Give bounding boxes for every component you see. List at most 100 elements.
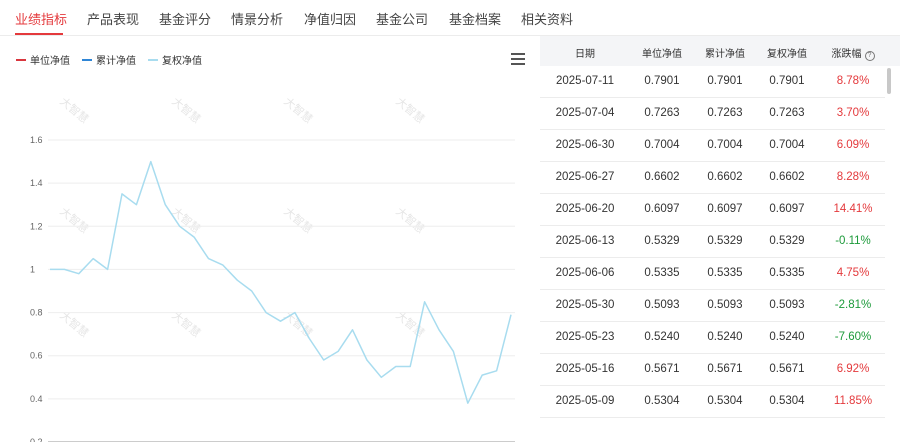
cell-chg: -7.60% — [834, 331, 872, 343]
legend-label: 复权净值 — [162, 56, 202, 67]
table-row[interactable]: 2025-05-30 0.5093 0.5093 0.5093 -2.81% — [540, 290, 885, 322]
nav-line-chart: 0.20.40.60.811.21.41.620234月7月10月20244月7… — [30, 135, 515, 442]
nav-table: 日期 单位净值 累计净值 复权净值 涨跌幅? 2025-07-11 0.7901 0… — [540, 36, 900, 445]
chart-legend: 单位净值 累计净值 复权净值 — [16, 52, 202, 67]
cell-acc: 0.7263 — [707, 107, 743, 119]
cell-chg: 3.70% — [836, 107, 870, 119]
cell-adj: 0.6602 — [769, 171, 805, 183]
header-change-label: 涨跌幅 — [831, 49, 862, 60]
cell-acc: 0.5240 — [707, 331, 743, 343]
tab-documents[interactable]: 相关资料 — [521, 12, 574, 27]
cell-nav: 0.5671 — [644, 363, 680, 375]
legend-swatch — [148, 58, 158, 61]
table-row[interactable]: 2025-06-13 0.5329 0.5329 0.5329 -0.11% — [540, 226, 885, 258]
cell-acc: 0.7004 — [707, 139, 743, 151]
cell-nav: 0.5329 — [644, 235, 680, 247]
chart-panel: 单位净值 累计净值 复权净值 大智慧 大智慧 大智慧 大智慧 大智慧 大智慧 大… — [0, 36, 540, 445]
cell-chg: 14.41% — [833, 203, 873, 215]
cell-date: 2025-06-30 — [555, 139, 615, 151]
cell-date: 2025-06-13 — [555, 235, 615, 247]
legend-item-accumulated-nav[interactable]: 累计净值 — [82, 52, 136, 67]
series-line[interactable] — [50, 160, 512, 404]
legend-item-unit-nav[interactable]: 单位净值 — [16, 52, 70, 67]
table-row[interactable]: 2025-05-23 0.5240 0.5240 0.5240 -7.60% — [540, 322, 885, 354]
cell-date: 2025-05-16 — [555, 363, 615, 375]
cell-acc: 0.6097 — [707, 203, 743, 215]
tab-rating[interactable]: 基金评分 — [159, 12, 212, 27]
cell-acc: 0.5671 — [707, 363, 743, 375]
cell-chg: -2.81% — [834, 299, 872, 311]
table-row[interactable]: 2025-06-20 0.6097 0.6097 0.6097 14.41% — [540, 194, 885, 226]
header-acc-nav: 累计净值 — [705, 49, 745, 60]
cell-nav: 0.5093 — [644, 299, 680, 311]
cell-adj: 0.5671 — [769, 363, 805, 375]
cell-adj: 0.5240 — [769, 331, 805, 343]
cell-chg: -0.11% — [835, 235, 871, 247]
cell-chg: 8.28% — [836, 171, 870, 183]
cell-date: 2025-07-04 — [555, 107, 615, 119]
hamburger-menu-icon[interactable] — [511, 53, 525, 65]
cell-nav: 0.7901 — [644, 75, 680, 87]
header-change: 涨跌幅? — [818, 45, 888, 61]
cell-adj: 0.7263 — [769, 107, 805, 119]
cell-date: 2025-06-20 — [555, 203, 615, 215]
cell-adj: 0.7901 — [769, 75, 805, 87]
tab-profile[interactable]: 基金档案 — [449, 12, 502, 27]
legend-item-adjusted-nav[interactable]: 复权净值 — [148, 52, 202, 67]
cell-nav: 0.5240 — [644, 331, 680, 343]
cell-date: 2025-07-11 — [556, 75, 614, 87]
table-row[interactable]: 2025-07-11 0.7901 0.7901 0.7901 8.78% — [540, 66, 885, 98]
table-row[interactable]: 2025-06-06 0.5335 0.5335 0.5335 4.75% — [540, 258, 885, 290]
y-tick-label: 1.2 — [30, 221, 43, 231]
table-row[interactable]: 2025-07-04 0.7263 0.7263 0.7263 3.70% — [540, 98, 885, 130]
active-tab-indicator — [15, 33, 63, 35]
scrollbar-thumb[interactable] — [887, 68, 891, 94]
question-circle-icon[interactable]: ? — [864, 51, 875, 61]
cell-chg: 4.75% — [836, 267, 870, 279]
cell-adj: 0.5304 — [769, 395, 805, 407]
cell-acc: 0.7901 — [707, 75, 743, 87]
header-adj-nav: 复权净值 — [767, 49, 807, 60]
y-tick-label: 0.8 — [30, 308, 43, 318]
y-tick-label: 1 — [30, 264, 35, 274]
table-row[interactable]: 2025-06-27 0.6602 0.6602 0.6602 8.28% — [540, 162, 885, 194]
tab-company[interactable]: 基金公司 — [376, 12, 429, 27]
tab-performance[interactable]: 业绩指标 — [15, 12, 68, 27]
y-tick-label: 1.6 — [30, 135, 43, 145]
tab-bar: 业绩指标 产品表现 基金评分 情景分析 净值归因 基金公司 基金档案 相关资料 — [0, 0, 900, 36]
y-tick-label: 0.4 — [30, 394, 43, 404]
tab-attribution[interactable]: 净值归因 — [304, 12, 357, 27]
table-row[interactable]: 2025-06-30 0.7004 0.7004 0.7004 6.09% — [540, 130, 885, 162]
table-header: 日期 单位净值 累计净值 复权净值 涨跌幅? — [540, 36, 900, 66]
legend-swatch — [82, 58, 92, 61]
cell-acc: 0.5335 — [707, 267, 743, 279]
cell-chg: 6.92% — [836, 363, 870, 375]
cell-date: 2025-05-09 — [555, 395, 615, 407]
legend-label: 累计净值 — [96, 56, 136, 67]
cell-date: 2025-06-06 — [555, 267, 615, 279]
legend-swatch — [16, 58, 26, 61]
cell-nav: 0.7263 — [644, 107, 680, 119]
y-tick-label: 1.4 — [30, 178, 43, 188]
cell-acc: 0.5093 — [707, 299, 743, 311]
cell-adj: 0.6097 — [769, 203, 805, 215]
cell-nav: 0.6602 — [644, 171, 680, 183]
table-row[interactable]: 2025-05-09 0.5304 0.5304 0.5304 11.85% — [540, 386, 885, 418]
cell-acc: 0.5329 — [707, 235, 743, 247]
cell-acc: 0.6602 — [707, 171, 743, 183]
cell-date: 2025-05-23 — [555, 331, 615, 343]
header-unit-nav: 单位净值 — [642, 49, 682, 60]
cell-chg: 8.78% — [836, 75, 870, 87]
cell-chg: 6.09% — [836, 139, 870, 151]
cell-adj: 0.5335 — [769, 267, 805, 279]
cell-acc: 0.5304 — [707, 395, 743, 407]
cell-adj: 0.5329 — [769, 235, 805, 247]
cell-nav: 0.5335 — [644, 267, 680, 279]
table-row[interactable]: 2025-05-16 0.5671 0.5671 0.5671 6.92% — [540, 354, 885, 386]
header-date: 日期 — [575, 49, 595, 60]
tab-product[interactable]: 产品表现 — [87, 12, 140, 27]
cell-nav: 0.5304 — [644, 395, 680, 407]
cell-date: 2025-05-30 — [555, 299, 615, 311]
cell-nav: 0.7004 — [644, 139, 680, 151]
tab-scenario[interactable]: 情景分析 — [231, 12, 284, 27]
